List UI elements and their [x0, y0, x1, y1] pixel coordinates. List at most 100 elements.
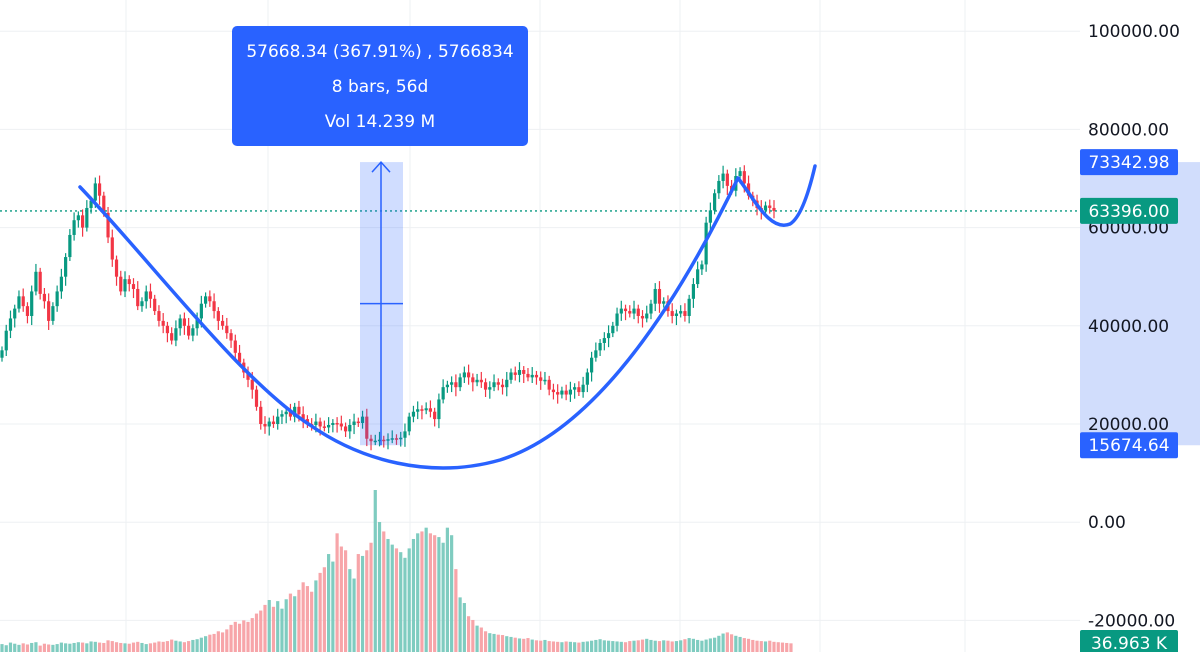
volume-tag: 36.963 K	[1080, 630, 1178, 652]
volume-bar	[288, 593, 293, 652]
volume-bar	[674, 641, 679, 652]
volume-bar	[623, 642, 628, 652]
measure-tool[interactable]	[360, 160, 403, 446]
candle-body	[212, 301, 216, 312]
candle-body	[216, 311, 220, 321]
candle-body	[259, 406, 263, 424]
candle-body	[696, 269, 700, 285]
candle-body	[288, 411, 293, 417]
volume-bar	[365, 550, 369, 652]
candle-body	[297, 406, 301, 415]
candle-body	[93, 183, 97, 201]
volume-bar	[746, 638, 751, 652]
candle-body	[42, 293, 47, 302]
volume-bar	[590, 640, 594, 652]
volume-bar	[573, 642, 577, 652]
candle-body	[653, 288, 657, 304]
volume-bar	[598, 639, 602, 652]
candle-body	[551, 389, 556, 393]
candle-body	[382, 439, 386, 442]
candle-body	[38, 271, 42, 294]
candle-body	[360, 416, 365, 424]
candle-body	[72, 220, 76, 235]
volume-bar	[666, 640, 670, 652]
candle-body	[746, 183, 751, 196]
volume-bar	[445, 527, 449, 652]
candle-body	[399, 437, 403, 440]
candle-body	[445, 384, 449, 388]
volume-bar	[322, 567, 326, 652]
candle-body	[47, 301, 51, 321]
volume-bar	[568, 641, 572, 652]
volume-bar	[420, 531, 424, 652]
volume-bar	[331, 561, 335, 652]
volume-bar	[780, 642, 785, 652]
candle-body	[721, 173, 725, 181]
volume-bar	[543, 639, 547, 652]
candle-body	[534, 374, 539, 378]
candle-body	[157, 311, 161, 321]
candle-body	[568, 389, 572, 395]
volume-bar	[305, 586, 310, 652]
candle-body	[51, 306, 55, 321]
volume-bar	[208, 634, 212, 652]
volume-bar	[505, 636, 509, 652]
volume-bar	[254, 613, 259, 652]
volume-bar	[80, 642, 85, 652]
candle-body	[573, 387, 577, 390]
price-tag-label: 63396.00	[1088, 202, 1169, 222]
candle-body	[539, 377, 543, 381]
volume-bar	[424, 527, 428, 652]
volume-bar	[21, 643, 25, 652]
candle-body	[543, 379, 547, 382]
volume-bar	[76, 642, 80, 652]
volume-bar	[492, 633, 496, 652]
volume-bar	[136, 641, 140, 652]
volume-bar	[377, 522, 382, 652]
chart-grid	[0, 0, 1080, 652]
candle-body	[4, 330, 8, 351]
candle-body	[182, 318, 186, 326]
cup-and-handle-curve[interactable]	[78, 164, 817, 470]
price-scale-ticks: 100000.0080000.0060000.0040000.0020000.0…	[1088, 22, 1180, 631]
candle-body	[140, 301, 144, 307]
price-tick-label: 40000.00	[1088, 317, 1169, 337]
volume-bar	[246, 621, 250, 652]
candle-body	[687, 298, 691, 316]
candle-body	[564, 390, 568, 395]
candle-body	[17, 296, 21, 309]
candle-body	[119, 276, 123, 292]
volume-bar	[742, 638, 746, 652]
candle-body	[30, 291, 34, 316]
volume-bar	[772, 641, 776, 652]
volume-bar	[293, 596, 297, 652]
candle-body	[174, 328, 178, 341]
volume-bar	[297, 589, 301, 652]
volume-bar	[106, 640, 110, 652]
candle-body	[623, 308, 628, 312]
volume-bar	[144, 644, 148, 652]
volume-bar	[93, 641, 97, 652]
price-tag-label: 15674.64	[1088, 436, 1169, 456]
volume-bar	[696, 639, 700, 652]
volume-bar	[547, 641, 551, 652]
candle-body	[348, 424, 352, 432]
candle-body	[640, 315, 645, 319]
candle-body	[199, 303, 203, 319]
volume-bar	[170, 639, 174, 652]
price-tag: 73342.98	[1080, 149, 1178, 176]
candle-body	[437, 399, 441, 420]
volume-bar	[59, 642, 63, 652]
volume-bar	[517, 638, 522, 652]
volume-bar	[102, 642, 106, 652]
candle-body	[8, 318, 13, 331]
candle-body	[327, 424, 331, 428]
candle-body	[581, 384, 585, 393]
candle-body	[220, 320, 225, 326]
candle-body	[148, 291, 153, 299]
price-scale[interactable]: 100000.0080000.0060000.0040000.0020000.0…	[1080, 22, 1200, 652]
candle-body	[68, 234, 72, 258]
volume-bar	[670, 641, 674, 652]
price-tags: 73342.98 63396.00 15674.64	[1080, 149, 1178, 459]
